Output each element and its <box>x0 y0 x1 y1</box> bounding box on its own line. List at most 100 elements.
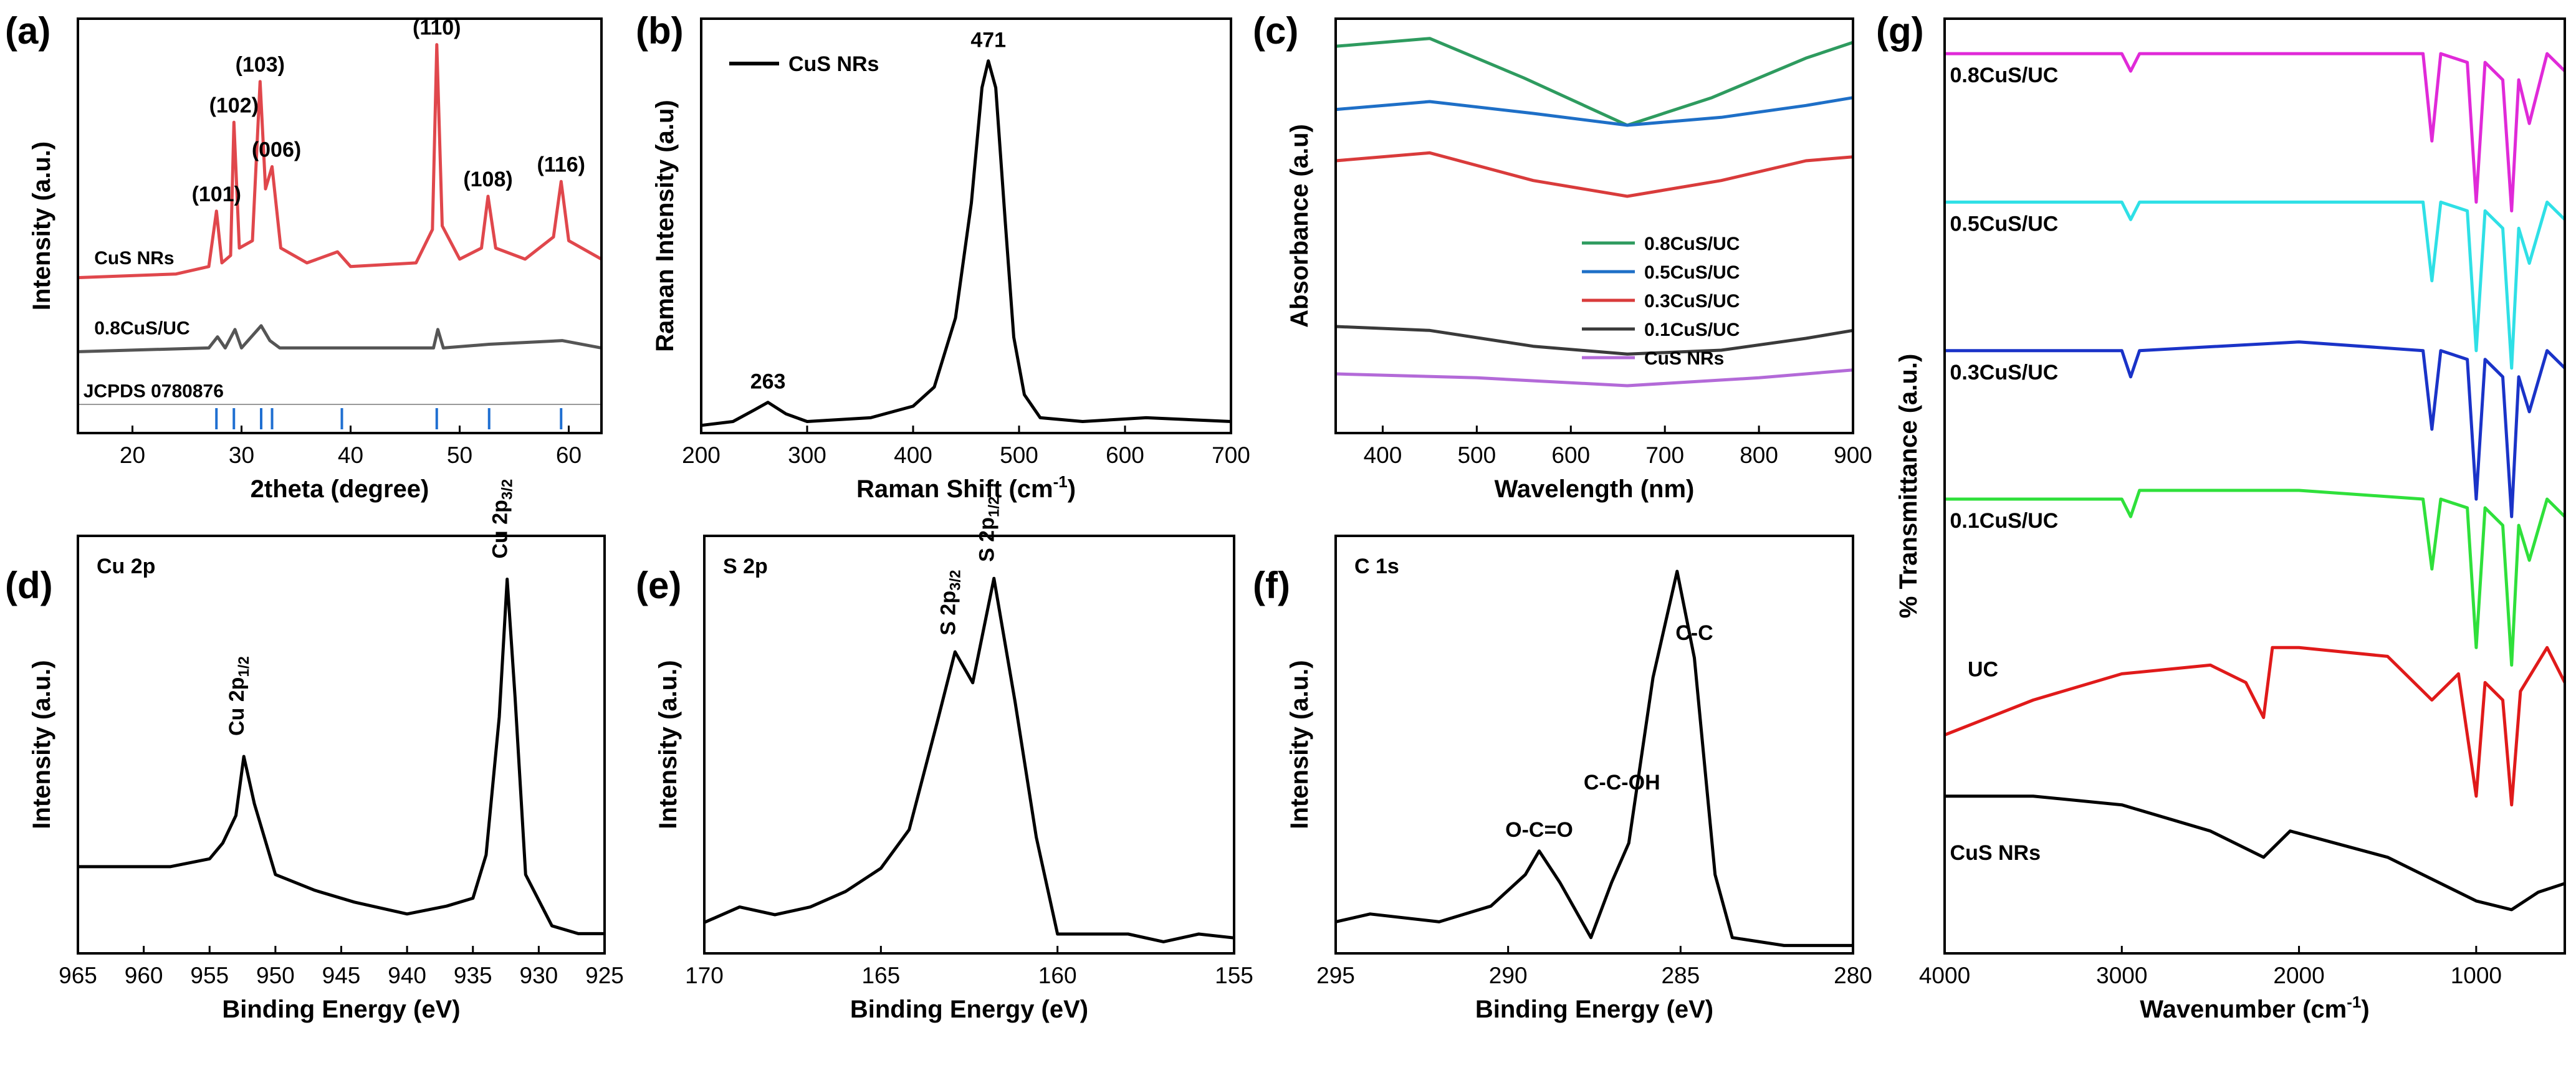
x-tick-label: 155 <box>1215 963 1253 988</box>
series-line-0-8cus-uc <box>77 324 602 353</box>
annotation-label: CuS NRs <box>1950 841 2041 865</box>
annotation-label: (110) <box>413 16 461 40</box>
x-axis-label: Raman Shift (cm-1) <box>856 472 1076 503</box>
y-axis-label: % Transmittance (a.u.) <box>1895 354 1922 619</box>
x-tick-label: 170 <box>685 963 724 988</box>
annotation-label: JCPDS 0780876 <box>84 381 224 402</box>
legend-label: CuS NRs <box>1644 348 1724 369</box>
annotation-label: 0.1CuS/UC <box>1950 509 2059 533</box>
x-tick-label: 600 <box>1551 442 1590 468</box>
annotation-label: UC <box>1968 657 1998 681</box>
x-tick-label: 160 <box>1038 963 1077 988</box>
y-axis-label: Absorbance (a.u) <box>1286 124 1313 328</box>
x-tick-label: 2000 <box>2273 963 2324 988</box>
annotation-label: (101) <box>192 183 241 206</box>
plot-frame <box>1334 17 1854 434</box>
panel-letter: (g) <box>1876 10 1924 52</box>
annotation-label: C-C-OH <box>1584 771 1660 794</box>
y-axis-label: Intensity (a.u.) <box>654 660 682 829</box>
x-tick-label: 1000 <box>2451 963 2502 988</box>
peak-label: Cu 2p3/2 <box>489 479 516 559</box>
panel-title: Cu 2p <box>97 555 155 578</box>
annotation-label: 0.5CuS/UC <box>1950 212 2059 236</box>
annotation-label: (102) <box>209 93 259 117</box>
series-line-0-8cus-uc <box>1335 37 1854 127</box>
x-axis-label: Binding Energy (eV) <box>222 996 460 1023</box>
legend-label: 0.8CuS/UC <box>1644 234 1740 254</box>
panel-letter: (f) <box>1253 565 1290 606</box>
x-tick-label: 500 <box>1000 442 1038 468</box>
x-tick-label: 280 <box>1834 963 1872 988</box>
x-tick-label: 965 <box>59 963 97 988</box>
annotation-label: 0.8CuS/UC <box>1950 64 2059 87</box>
panel-letter: (b) <box>636 10 684 52</box>
annotation-label: (006) <box>252 138 301 162</box>
x-tick-label: 4000 <box>1919 963 1970 988</box>
panel-letter: (c) <box>1253 10 1298 52</box>
x-tick-label: 165 <box>861 963 900 988</box>
x-tick-label: 285 <box>1661 963 1700 988</box>
annotation-label: 0.3CuS/UC <box>1950 361 2059 384</box>
x-tick-label: 40 <box>338 442 363 468</box>
x-tick-label: 400 <box>894 442 932 468</box>
x-tick-label: 50 <box>447 442 472 468</box>
series-line-c-1s <box>1335 570 1853 947</box>
x-tick-label: 935 <box>454 963 492 988</box>
x-tick-label: 700 <box>1212 442 1250 468</box>
series-line-cus-nrs <box>701 59 1232 427</box>
series-line-0-8cus-uc <box>1945 52 2566 212</box>
peak-label: Cu 2p1/2 <box>225 656 252 736</box>
plot-frame <box>77 535 606 955</box>
x-tick-label: 60 <box>556 442 582 468</box>
plot-frame <box>1334 535 1854 955</box>
x-tick-label: 400 <box>1364 442 1402 468</box>
panel-e: (e) 170 165 160 155 Binding Energy (eV) Intens… <box>636 497 1253 1023</box>
panel-g: (g) 4000 3000 2000 1000 Wavenumber (cm-1) % Tr… <box>1876 10 2567 1023</box>
x-tick-label: 800 <box>1740 442 1778 468</box>
x-tick-label: 700 <box>1645 442 1684 468</box>
annotation-label: CuS NRs <box>94 248 174 269</box>
x-tick-label: 300 <box>788 442 826 468</box>
x-tick-label: 955 <box>190 963 229 988</box>
x-axis-label: Binding Energy (eV) <box>850 996 1088 1023</box>
panel-letter: (a) <box>5 10 50 52</box>
legend-label: CuS NRs <box>788 52 879 76</box>
series-line-0-5cus-uc <box>1335 96 1854 127</box>
panel-letter: (e) <box>636 565 681 606</box>
series-line-0-3cus-uc <box>1945 340 2566 518</box>
series-line-cus-nrs <box>1945 794 2565 912</box>
x-tick-label: 290 <box>1489 963 1528 988</box>
series-line-0-1cus-uc <box>1335 325 1854 356</box>
annotation-label: 263 <box>750 370 786 393</box>
x-tick-label: 295 <box>1316 963 1355 988</box>
legend-label: 0.1CuS/UC <box>1644 320 1740 340</box>
x-tick-label: 500 <box>1457 442 1496 468</box>
plot-frame <box>1943 17 2566 955</box>
series-line-uc <box>1944 646 2567 807</box>
x-tick-label: 30 <box>229 442 254 468</box>
x-tick-label: 200 <box>682 442 721 468</box>
x-tick-label: 600 <box>1106 442 1144 468</box>
panel-c: (c) 400 500 600 700 800 900 Wavelength (nm) Abso… <box>1253 10 1872 503</box>
x-axis-label: Wavenumber (cm-1) <box>2140 993 2369 1023</box>
series-line-cu-2p <box>78 578 605 935</box>
x-axis-label: 2theta (degree) <box>251 475 429 503</box>
x-tick-label: 20 <box>120 442 145 468</box>
annotation-label: (116) <box>537 153 586 176</box>
x-tick-label: 930 <box>520 963 558 988</box>
annotation-label: (103) <box>236 53 285 77</box>
series-line-0-5cus-uc <box>1945 200 2566 370</box>
series-line-cus-nrs <box>77 43 603 280</box>
y-axis-label: Intensity (a.u.) <box>28 660 55 829</box>
x-tick-label: 925 <box>585 963 624 988</box>
x-tick-label: 3000 <box>2096 963 2147 988</box>
annotation-label: 471 <box>970 28 1006 52</box>
plot-frame <box>77 17 603 434</box>
x-axis-label: Binding Energy (eV) <box>1475 996 1713 1023</box>
panel-d: (d) 965 960 955 950 945 940 935 930 925 Binding En… <box>5 479 624 1023</box>
panel-a: (a) 20 30 40 50 60 2theta (degree) Intensity (a… <box>5 10 603 503</box>
series-line-0-3cus-uc <box>1335 151 1854 198</box>
y-axis-label: Intensity (a.u.) <box>1286 660 1313 829</box>
panel-f: (f) 295 290 285 280 Binding Energy (eV) Intens… <box>1253 535 1872 1023</box>
